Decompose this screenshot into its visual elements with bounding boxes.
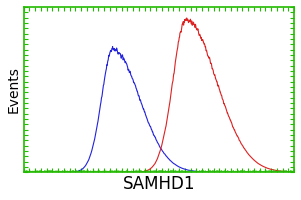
X-axis label: SAMHD1: SAMHD1 [123, 175, 195, 193]
Y-axis label: Events: Events [7, 66, 21, 113]
